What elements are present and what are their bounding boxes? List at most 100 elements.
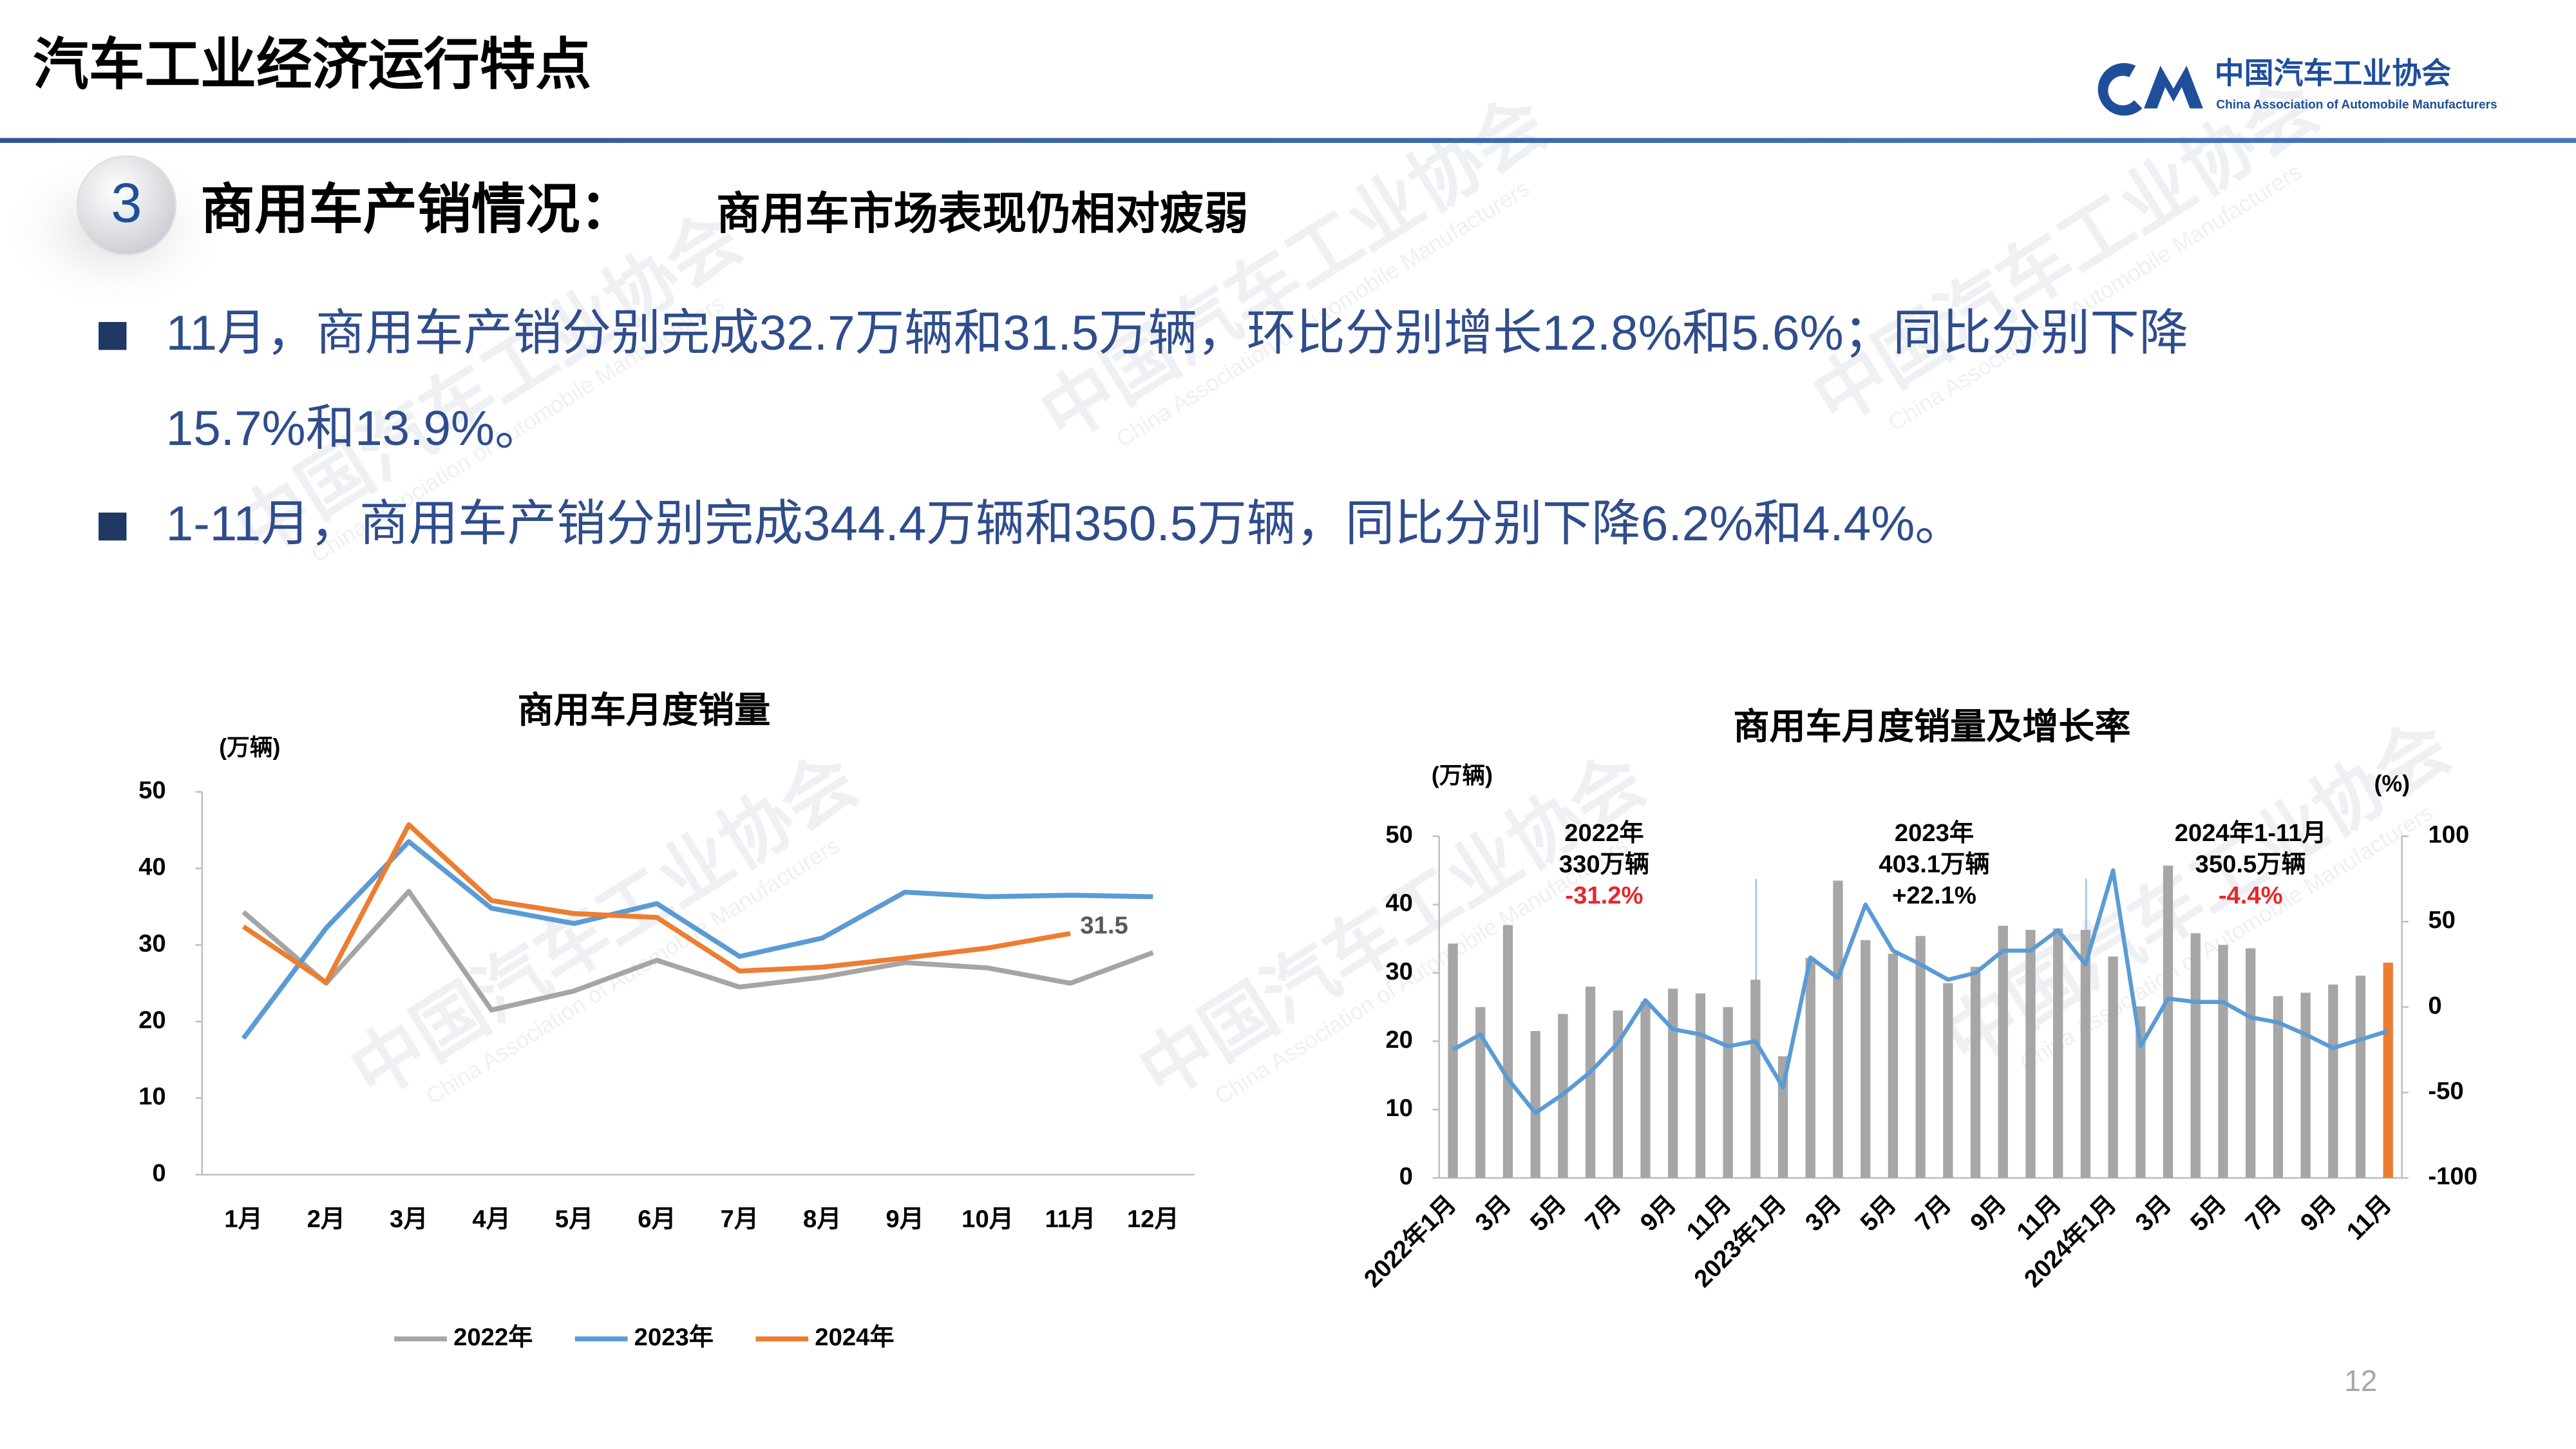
header-rule (0, 138, 2576, 143)
series-line (242, 822, 1071, 985)
bar (1998, 925, 2008, 1179)
bullet-text: 11月，商用车产销分别完成32.7万辆和31.5万辆，环比分别增长12.8%和5… (166, 306, 2189, 361)
x-tick-label: 3月 (1470, 1190, 1517, 1237)
x-tick-label: 4月 (472, 1206, 511, 1233)
x-tick-label: 1月 (224, 1206, 263, 1233)
bar (2383, 962, 2393, 1179)
x-tick-label: 7月 (1910, 1190, 1957, 1237)
annotation: 403.1万辆 (1879, 850, 1989, 878)
y-tick-label: 40 (1385, 889, 1413, 917)
x-tick-label: 5月 (2185, 1190, 2232, 1237)
y-tick-label: 20 (1385, 1026, 1413, 1054)
y-tick-label: 10 (1385, 1094, 1413, 1122)
x-tick-label: 2月 (307, 1206, 346, 1233)
bar (1750, 980, 1761, 1179)
logo-subtext: China Association of Automobile Manufact… (2216, 98, 2497, 111)
y-tick-label: 10 (138, 1083, 166, 1110)
x-tick-label: 3月 (2130, 1190, 2177, 1237)
x-tick-label: 6月 (638, 1206, 676, 1233)
y2-tick-label: 0 (2428, 992, 2441, 1019)
y-tick-label: 30 (1385, 958, 1413, 985)
x-tick-label: 7月 (721, 1206, 759, 1233)
bar (1640, 1001, 1651, 1179)
x-tick-label: 12月 (1127, 1206, 1179, 1233)
bar (2300, 992, 2311, 1179)
y2-tick-label: 50 (2428, 906, 2456, 934)
section-title: 商用车产销情况： (200, 179, 634, 240)
bar (2190, 933, 2201, 1179)
y-tick-label: 30 (138, 929, 166, 957)
bullet-marker (99, 322, 127, 350)
x-tick-label: 5月 (1525, 1190, 1572, 1237)
x-tick-label: 2022年1月 (1359, 1190, 1462, 1293)
data-label: 31.5 (1080, 911, 1128, 939)
y-tick-label: 50 (1385, 821, 1413, 849)
bar (1530, 1030, 1540, 1179)
bar (2328, 984, 2338, 1179)
bar (1668, 989, 1678, 1179)
bullet-text: 15.7%和13.9%。 (166, 401, 544, 456)
x-tick-label: 9月 (886, 1206, 924, 1233)
watermark: 中国汽车工业协会 (1027, 81, 1560, 457)
bar (1613, 1010, 1623, 1179)
y-tick-label: 0 (152, 1159, 166, 1187)
logo-mark (2144, 66, 2203, 109)
bar (2025, 929, 2036, 1179)
y2-tick-label: 100 (2428, 821, 2469, 849)
x-tick-label: 5月 (1855, 1190, 1902, 1237)
annotation: +22.1% (1892, 882, 1976, 909)
bar (1970, 967, 1981, 1179)
annotation: -4.4% (2219, 882, 2283, 909)
watermark: 中国汽车工业协会 (337, 739, 870, 1114)
bullets: 11月，商用车产销分别完成32.7万辆和31.5万辆，环比分别增长12.8%和5… (99, 306, 2188, 551)
y-tick-label: 0 (1399, 1162, 1413, 1190)
bar (1502, 925, 1513, 1179)
header-title: 汽车工业经济运行特点 (33, 33, 591, 96)
legend-label: 2024年 (815, 1323, 894, 1351)
y2-tick-label: -50 (2428, 1077, 2463, 1105)
bar (1723, 1007, 1733, 1179)
bar (2355, 975, 2366, 1179)
section-number: 3 (111, 171, 142, 234)
x-tick-label: 3月 (390, 1206, 428, 1233)
section-badge (76, 155, 177, 256)
bar (2163, 866, 2174, 1179)
annotation: -31.2% (1565, 882, 1643, 909)
x-tick-label: 7月 (2240, 1190, 2287, 1237)
bar (1861, 940, 1871, 1179)
bar (1585, 986, 1596, 1179)
annotation: 2022年 (1564, 819, 1643, 847)
y-tick-label: 50 (138, 777, 166, 804)
legend-label: 2022年 (453, 1323, 533, 1351)
y-axis-label: (万辆) (219, 735, 280, 761)
series-line (242, 889, 1154, 1013)
x-tick-label: 3月 (1800, 1190, 1847, 1237)
annotation: 330万辆 (1559, 850, 1649, 878)
bar (2053, 928, 2063, 1179)
bar (1943, 983, 1953, 1179)
bar (1448, 943, 1458, 1179)
bar (2273, 996, 2284, 1179)
logo-text: 中国汽车工业协会 (2215, 56, 2451, 90)
page-number: 12 (2344, 1364, 2377, 1397)
bar (1915, 936, 1926, 1179)
bar (2218, 945, 2228, 1179)
chart-monthly-sales: 商用车月度销量 (万辆) 0 10 20 30 40 50 1月 2月 3月 4月 5月 6月 7月 8月 9月… (138, 690, 1195, 1351)
x-tick-label: 9月 (1965, 1190, 2012, 1237)
bar (1805, 958, 1815, 1179)
logo: 中国汽车工业协会 China Association of Automobile… (2098, 56, 2497, 116)
x-tick-label: 9月 (1635, 1190, 1682, 1237)
annotation: 350.5万辆 (2195, 850, 2306, 878)
x-tick-label: 8月 (803, 1206, 842, 1233)
x-tick-label: 5月 (555, 1206, 594, 1233)
y2-tick-label: -100 (2428, 1162, 2477, 1190)
bar (2108, 956, 2118, 1179)
x-tick-label: 9月 (2295, 1190, 2342, 1237)
watermark: 中国汽车工业协会 (1799, 65, 2332, 440)
chart-title: 商用车月度销量及增长率 (1733, 706, 2130, 746)
annotation: 2024年1-11月 (2175, 819, 2327, 847)
chart-title: 商用车月度销量 (518, 690, 771, 730)
bar (2246, 948, 2256, 1179)
logo-mark (2098, 62, 2143, 116)
